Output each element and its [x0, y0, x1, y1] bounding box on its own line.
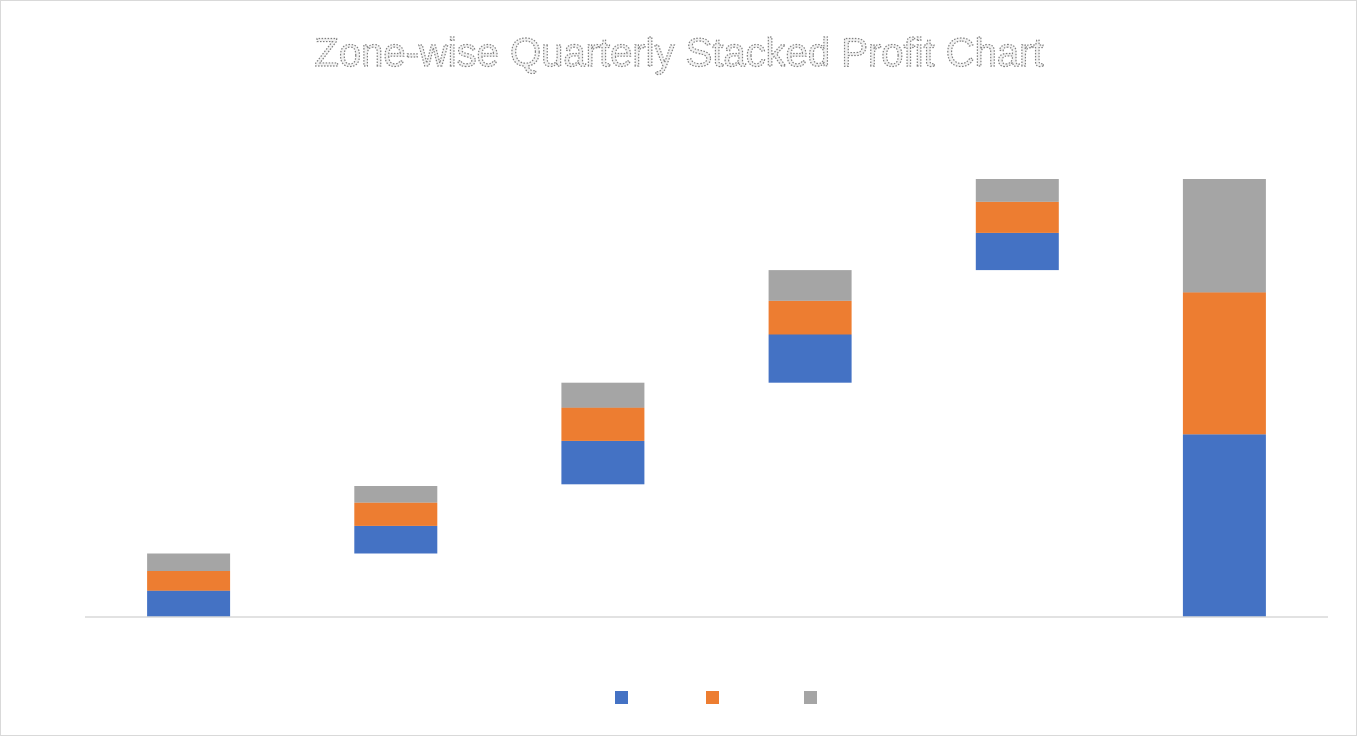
- bar-segment-6-series-3: [1182, 179, 1266, 293]
- bar-segment-2-series-3: [354, 486, 438, 503]
- plot-area: [147, 179, 1266, 617]
- bar-segment-2-series-2: [354, 502, 438, 526]
- legend: [615, 691, 817, 704]
- bar-segment-3-series-2: [561, 407, 645, 441]
- bar-segment-1-series-2: [147, 571, 231, 591]
- bar-segment-5-series-1: [975, 232, 1059, 271]
- chart-title: Zone-wise Quarterly Stacked Profit Chart: [314, 31, 1043, 75]
- bar-segment-4-series-1: [768, 334, 852, 383]
- bar-segment-5-series-3: [975, 179, 1059, 202]
- bar-segment-2-series-1: [354, 525, 438, 554]
- bar-segment-6-series-1: [1182, 434, 1266, 617]
- bar-segment-1-series-3: [147, 553, 231, 571]
- bar-segment-4-series-2: [768, 300, 852, 335]
- bar-segment-6-series-2: [1182, 292, 1266, 435]
- legend-marker-series-3: [804, 691, 817, 704]
- bar-segment-4-series-3: [768, 270, 852, 301]
- bar-segment-3-series-3: [561, 382, 645, 408]
- bar-segment-3-series-1: [561, 440, 645, 485]
- bar-segment-5-series-2: [975, 201, 1059, 233]
- bar-segment-1-series-1: [147, 590, 231, 617]
- legend-marker-series-1: [615, 691, 628, 704]
- legend-marker-series-2: [706, 691, 719, 704]
